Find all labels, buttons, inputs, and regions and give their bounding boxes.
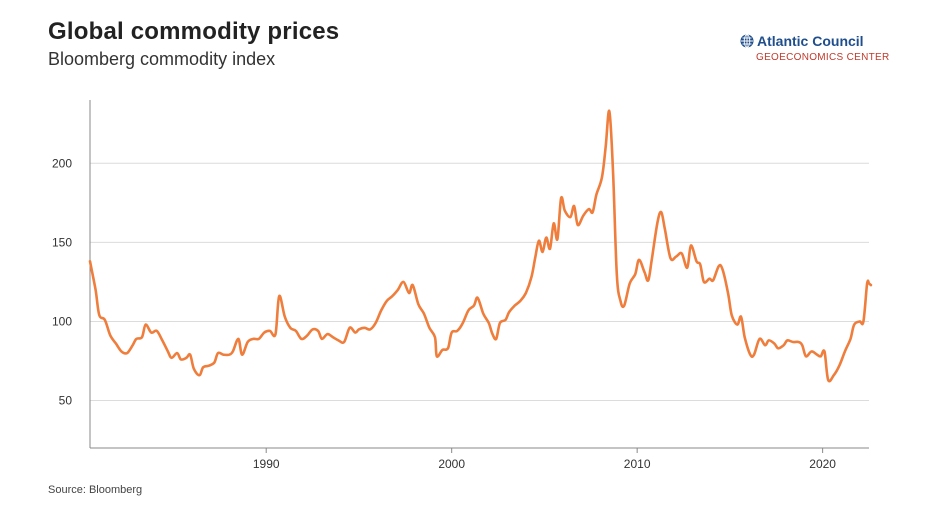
source-note: Source: Bloomberg <box>48 484 143 496</box>
x-tick-label-2010: 2010 <box>624 457 651 471</box>
x-tick-label-2020: 2020 <box>809 457 836 471</box>
x-tick-label-2000: 2000 <box>438 457 465 471</box>
line-chart: 50 100 150 200 1990 2000 2010 2020 <box>52 100 873 471</box>
y-tick-label-50: 50 <box>59 394 73 408</box>
chart-subtitle: Bloomberg commodity index <box>48 49 276 69</box>
y-tick-label-150: 150 <box>52 235 72 249</box>
logo-name: Atlantic Council <box>757 33 864 49</box>
atlantic-council-logo: Atlantic Council GEOECONOMICS CENTER <box>740 33 890 63</box>
x-tick-label-1990: 1990 <box>253 457 280 471</box>
series-line-0 <box>88 109 873 383</box>
globe-icon <box>740 34 754 48</box>
logo-subtitle: GEOECONOMICS CENTER <box>756 52 890 63</box>
y-tick-label-200: 200 <box>52 156 72 170</box>
logo-name-row: Atlantic Council <box>740 33 890 49</box>
chart-title: Global commodity prices <box>48 18 340 45</box>
y-tick-label-100: 100 <box>52 314 72 328</box>
